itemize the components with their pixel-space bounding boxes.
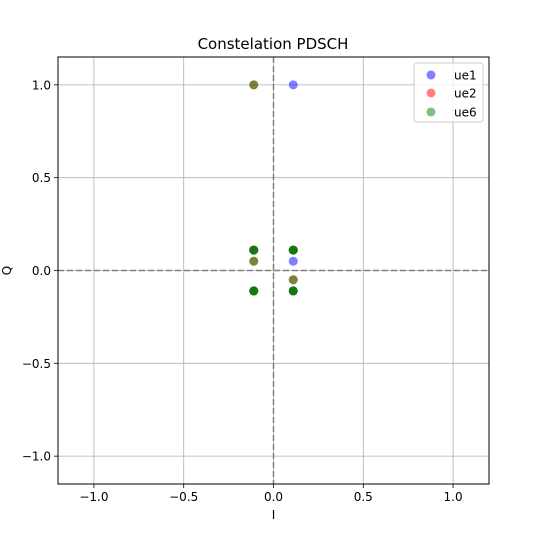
y-tick-label: −1.0	[22, 450, 51, 464]
point-ue6	[249, 286, 259, 296]
point-ue6	[249, 80, 259, 90]
legend-marker-ue6	[426, 107, 436, 117]
legend-label-ue1: ue1	[454, 69, 477, 83]
data-points	[249, 80, 298, 296]
y-tick-label: −0.5	[22, 357, 51, 371]
y-tick-label: 0.0	[32, 264, 51, 278]
x-axis: −1.0 −0.5 0.0 0.5 1.0	[79, 484, 463, 504]
x-tick-label: −0.5	[169, 490, 198, 504]
x-tick-label: −1.0	[79, 490, 108, 504]
point-ue6	[249, 245, 259, 255]
x-axis-label: I	[272, 508, 276, 522]
point-ue6	[288, 286, 298, 296]
y-tick-label: 0.5	[32, 171, 51, 185]
chart-title: Constelation PDSCH	[198, 35, 349, 53]
point-ue6	[288, 245, 298, 255]
x-tick-label: 1.0	[444, 490, 463, 504]
legend-marker-ue2	[426, 88, 436, 98]
x-tick-label: 0.0	[264, 490, 283, 504]
legend: ue1 ue2 ue6	[413, 62, 484, 123]
legend-label-ue2: ue2	[454, 87, 477, 101]
y-axis: 1.0 0.5 0.0 −0.5 −1.0	[22, 78, 58, 464]
y-axis-label: Q	[0, 266, 14, 275]
x-tick-label: 0.5	[354, 490, 373, 504]
reference-lines	[58, 57, 489, 484]
point-ue6	[249, 256, 259, 266]
point-ue6	[288, 275, 298, 285]
legend-marker-ue1	[426, 70, 436, 80]
legend-label-ue6: ue6	[454, 106, 477, 120]
point-ue1	[288, 80, 298, 90]
y-tick-label: 1.0	[32, 78, 51, 92]
point-ue1	[288, 256, 298, 266]
